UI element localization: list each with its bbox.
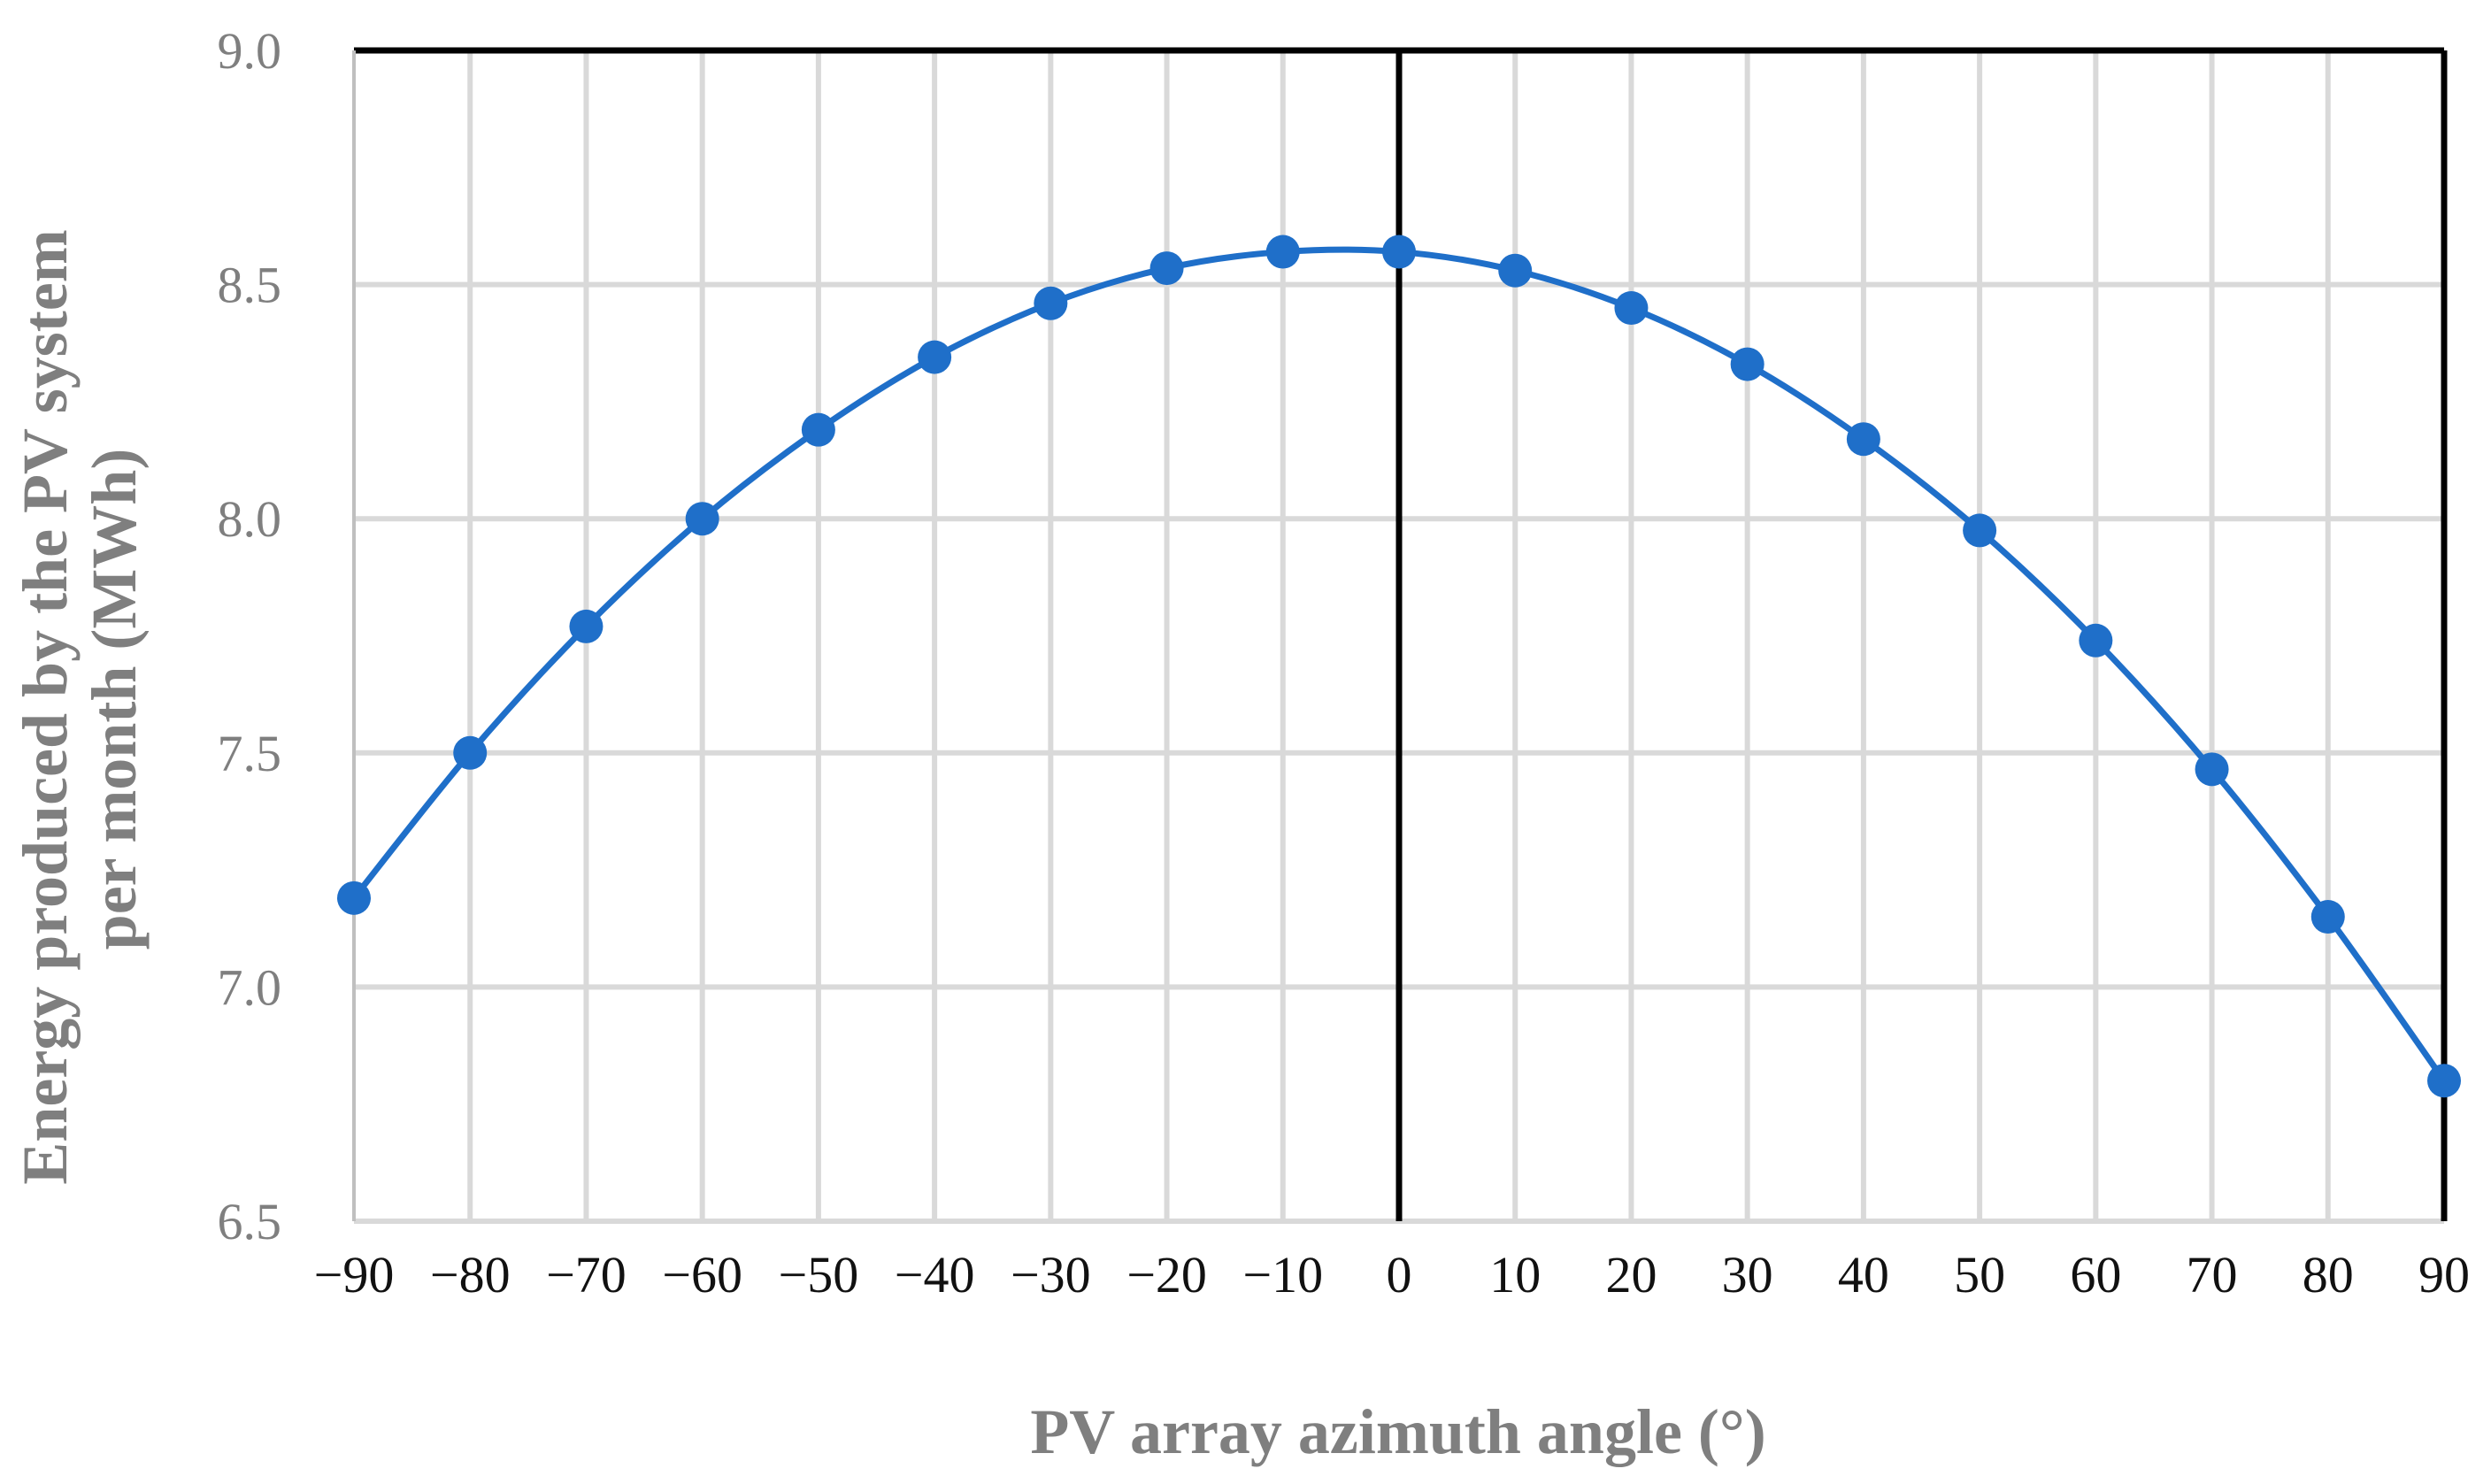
y-axis-title-line-2: per month (MWh)	[79, 449, 150, 950]
data-point	[918, 340, 952, 374]
y-tick-label: 6.5	[218, 1193, 282, 1250]
y-tick-label: 8.0	[218, 490, 282, 548]
data-point	[2310, 900, 2345, 934]
x-tick-label: −30	[1011, 1246, 1091, 1303]
x-tick-label: −80	[430, 1246, 511, 1303]
data-point	[685, 502, 719, 536]
data-point	[337, 880, 371, 915]
x-tick-label: 40	[1838, 1246, 1889, 1303]
data-point	[1614, 291, 1649, 326]
x-tick-label: −90	[314, 1246, 395, 1303]
data-point	[1382, 235, 1416, 269]
y-axis-title-line-1: Energy produced by the PV system	[10, 229, 81, 1184]
x-tick-label: −70	[546, 1246, 627, 1303]
x-tick-label: −60	[662, 1246, 742, 1303]
x-axis-title: PV array azimuth angle (°)	[1030, 1396, 1765, 1467]
data-point	[1963, 513, 1997, 548]
x-tick-label: −20	[1126, 1246, 1207, 1303]
x-tick-label: −40	[895, 1246, 975, 1303]
y-tick-label: 7.5	[218, 725, 282, 782]
y-tick-label: 9.0	[218, 22, 282, 80]
axis-layer	[352, 47, 2448, 1221]
y-axis-title: Energy produced by the PV system per mon…	[10, 213, 150, 1184]
x-tick-label: 10	[1489, 1246, 1541, 1303]
y-tick-label: 8.5	[218, 257, 282, 314]
data-point	[453, 735, 488, 770]
x-tick-label: 0	[1387, 1246, 1412, 1303]
x-tick-label: −10	[1242, 1246, 1323, 1303]
data-point	[1265, 235, 1300, 269]
x-tick-label: 90	[2418, 1246, 2470, 1303]
data-point	[2195, 752, 2229, 787]
series-layer	[337, 235, 2461, 1098]
x-tick-label: 50	[1954, 1246, 2005, 1303]
label-layer: −90 −80 −70 −60 −50 −40 −30 −20 −10 0 10 20 30 40 50 60…	[218, 22, 2471, 1303]
data-point	[1730, 347, 1764, 381]
x-tick-label: 20	[1605, 1246, 1657, 1303]
data-point	[1498, 253, 1533, 288]
data-point	[2079, 623, 2113, 657]
data-point	[2427, 1064, 2461, 1098]
y-tick-label: 7.0	[218, 958, 282, 1016]
data-point	[569, 609, 604, 643]
x-tick-label: 60	[2070, 1246, 2121, 1303]
svg-text:Energy produced by the PV syst: Energy produced by the PV system per mon…	[10, 213, 150, 1184]
data-point	[801, 412, 835, 447]
data-point	[1034, 286, 1068, 320]
x-tick-label: −50	[779, 1246, 859, 1303]
data-point	[1846, 422, 1880, 457]
x-tick-label: 80	[2303, 1246, 2354, 1303]
x-tick-label: 30	[1722, 1246, 1773, 1303]
data-point	[1149, 251, 1184, 286]
x-tick-label: 70	[2187, 1246, 2238, 1303]
